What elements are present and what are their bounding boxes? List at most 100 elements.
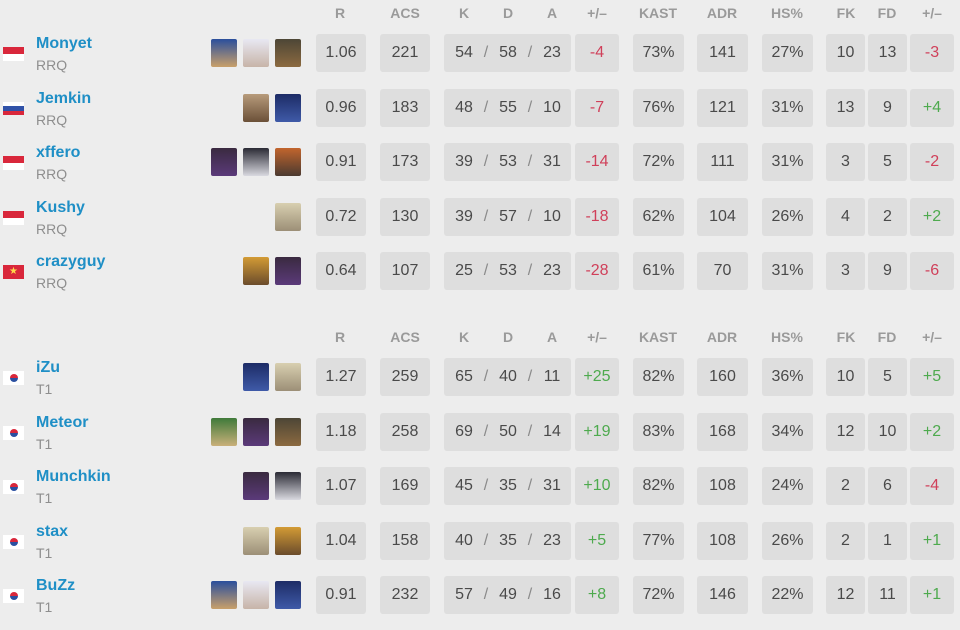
- agent-dark-goggles-icon[interactable]: [275, 39, 301, 67]
- stat-hs: 34%: [762, 412, 813, 451]
- kda-separator: /: [483, 262, 489, 279]
- header-kast[interactable]: KAST: [638, 329, 678, 345]
- stat-adr: 108: [697, 467, 748, 505]
- stat-fd: 9: [868, 88, 907, 127]
- stat-acs: 183: [380, 88, 430, 127]
- header-fkpm[interactable]: +/–: [922, 5, 942, 21]
- stat-fd: 1: [868, 521, 907, 560]
- stat-adr: 70: [697, 252, 748, 290]
- header-adr[interactable]: ADR: [706, 5, 738, 21]
- header-r[interactable]: R: [334, 5, 346, 21]
- header-r[interactable]: R: [334, 329, 346, 345]
- agent-dark-goggles-icon[interactable]: [275, 417, 301, 446]
- header-k[interactable]: K: [458, 5, 470, 21]
- player-team: T1: [36, 544, 53, 561]
- player-name-link[interactable]: crazyguy: [36, 253, 106, 270]
- stat-fd: 5: [868, 358, 907, 396]
- stat-fk: 12: [826, 576, 865, 614]
- agent-purple-icon[interactable]: [275, 257, 301, 285]
- stat-adr: 160: [697, 358, 748, 396]
- flag-korea-icon: [3, 425, 24, 440]
- stat-k: 57: [455, 586, 473, 603]
- agent-gold-visor-icon[interactable]: [243, 257, 269, 285]
- kda-separator: /: [483, 586, 489, 603]
- agent-masked-icon[interactable]: [243, 148, 269, 176]
- stat-kda: 39 / 53 / 31: [444, 143, 571, 181]
- header-fkpm[interactable]: +/–: [922, 329, 942, 345]
- stat-a: 14: [543, 422, 561, 440]
- header-k[interactable]: K: [458, 329, 470, 345]
- stat-acs: 259: [380, 358, 430, 396]
- agents-played: [211, 581, 301, 609]
- header-a[interactable]: A: [546, 5, 558, 21]
- stat-a: 23: [543, 44, 561, 61]
- header-pm[interactable]: +/–: [587, 329, 607, 345]
- agent-purple-icon[interactable]: [243, 472, 269, 500]
- player-row: Meteor T1 1.18 258 +19 83% 168 34% 12 10 +2 69 / 50 / 1…: [0, 412, 960, 467]
- stat-fk: 4: [826, 197, 865, 236]
- agents-played: [243, 526, 301, 555]
- player-team: T1: [36, 381, 53, 397]
- header-acs[interactable]: ACS: [390, 329, 420, 345]
- agent-blue-hair-icon[interactable]: [211, 39, 237, 67]
- stat-fkpm: -3: [910, 34, 954, 72]
- agent-purple-icon[interactable]: [211, 148, 237, 176]
- player-team: RRQ: [36, 166, 68, 182]
- agent-blonde-icon[interactable]: [275, 363, 301, 391]
- stat-adr: 111: [697, 143, 748, 181]
- agent-visor-icon[interactable]: [243, 93, 269, 122]
- agent-white-hair-icon[interactable]: [243, 39, 269, 67]
- header-pm[interactable]: +/–: [587, 5, 607, 21]
- player-name-link[interactable]: iZu: [36, 359, 60, 376]
- header-fk[interactable]: FK: [836, 5, 856, 21]
- stat-fkpm: +5: [910, 358, 954, 396]
- agent-blue-hood-icon[interactable]: [243, 363, 269, 391]
- player-name-link[interactable]: BuZz: [36, 577, 76, 594]
- header-hs[interactable]: HS%: [771, 329, 803, 345]
- stat-a: 23: [543, 531, 561, 549]
- flag-korea-icon: [3, 480, 24, 494]
- stat-adr: 146: [697, 576, 748, 614]
- player-team: T1: [36, 435, 53, 452]
- player-name-link[interactable]: Kushy: [36, 198, 85, 216]
- header-d[interactable]: D: [502, 329, 514, 345]
- stat-acs: 232: [380, 576, 430, 614]
- stat-acs: 258: [380, 412, 430, 451]
- player-name-link[interactable]: stax: [36, 522, 69, 540]
- stat-k: 69: [455, 422, 473, 440]
- player-name-link[interactable]: xffero: [36, 144, 81, 161]
- player-name-link[interactable]: Munchkin: [36, 468, 111, 485]
- agent-masked-icon[interactable]: [275, 472, 301, 500]
- header-a[interactable]: A: [546, 329, 558, 345]
- header-adr[interactable]: ADR: [706, 329, 738, 345]
- agents-played: [243, 257, 301, 285]
- header-kast[interactable]: KAST: [638, 5, 678, 21]
- kda-separator: /: [527, 98, 533, 116]
- player-row: ★ crazyguy RRQ 0.64 107 -28 61% 70 31% 3 9 -6 25 / 53 /…: [0, 252, 960, 306]
- header-hs[interactable]: HS%: [771, 5, 803, 21]
- stat-d: 49: [499, 586, 517, 603]
- agent-orange-hair-icon[interactable]: [275, 148, 301, 176]
- stat-fkpm: +4: [910, 88, 954, 127]
- agent-blonde-icon[interactable]: [243, 526, 269, 555]
- stat-fkpm: +1: [910, 521, 954, 560]
- stat-kda: 40 / 35 / 23: [444, 521, 571, 560]
- agent-green-icon[interactable]: [211, 417, 237, 446]
- player-name-link[interactable]: Jemkin: [36, 89, 92, 107]
- agent-purple-icon[interactable]: [243, 417, 269, 446]
- header-fd[interactable]: FD: [877, 329, 897, 345]
- agent-gold-visor-icon[interactable]: [275, 526, 301, 555]
- agent-white-hair-icon[interactable]: [243, 581, 269, 609]
- agent-blue-hood-icon[interactable]: [275, 93, 301, 122]
- header-acs[interactable]: ACS: [390, 5, 420, 21]
- header-fd[interactable]: FD: [877, 5, 897, 21]
- agent-blonde-icon[interactable]: [275, 202, 301, 231]
- agent-blue-hood-icon[interactable]: [275, 581, 301, 609]
- header-d[interactable]: D: [502, 5, 514, 21]
- agent-blue-hair-icon[interactable]: [211, 581, 237, 609]
- agents-played: [211, 39, 301, 67]
- header-fk[interactable]: FK: [836, 329, 856, 345]
- stat-k: 25: [455, 262, 473, 279]
- player-name-link[interactable]: Monyet: [36, 35, 92, 52]
- player-name-link[interactable]: Meteor: [36, 413, 89, 431]
